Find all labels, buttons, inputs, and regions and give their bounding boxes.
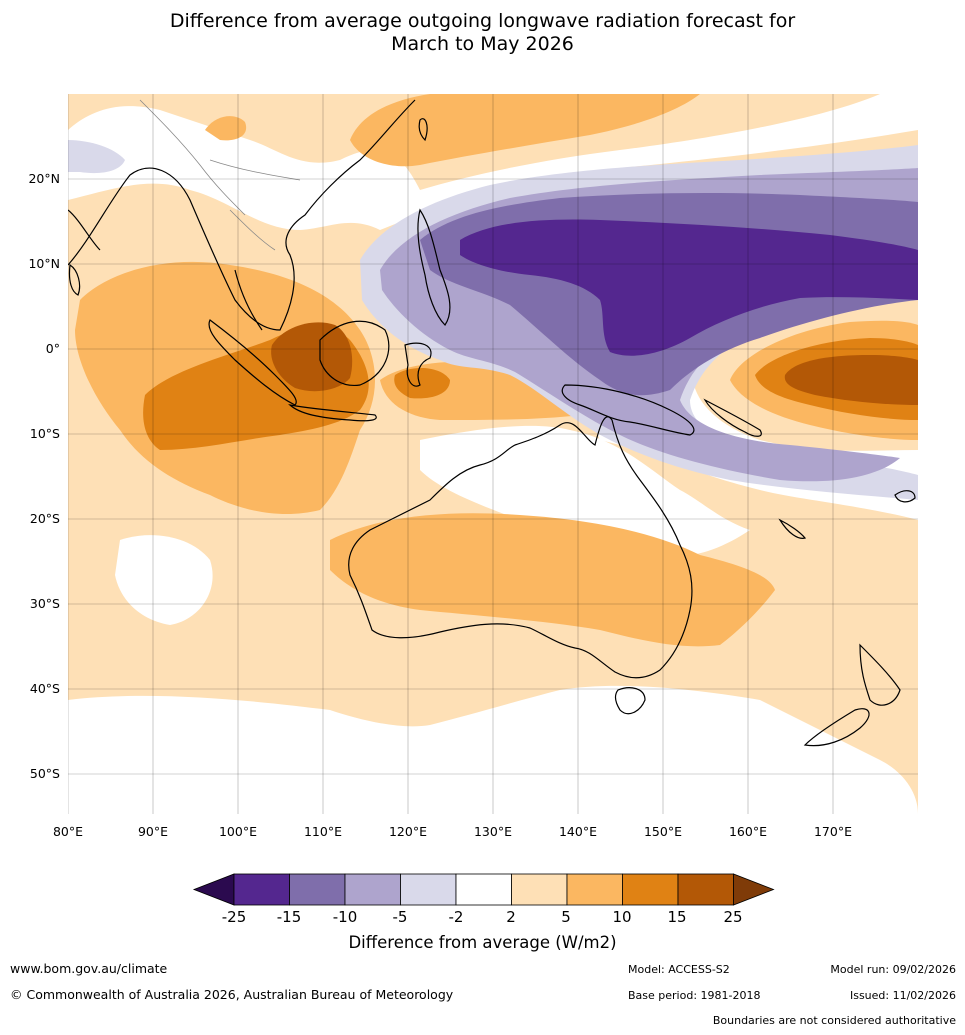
field-5-10-australia xyxy=(330,513,775,647)
near-average-south xyxy=(68,685,918,814)
graticule xyxy=(68,94,918,814)
malay-peninsula-coastline xyxy=(234,269,263,331)
sumatra-coastline xyxy=(208,319,297,406)
field-5-10-east-china xyxy=(350,94,700,167)
title-line-2: March to May 2026 xyxy=(391,33,574,55)
colorbar-tick-label: 10 xyxy=(612,908,632,926)
colorbar-swatch xyxy=(400,873,457,906)
india-coastline xyxy=(68,209,101,251)
colorbar-tick-label: -25 xyxy=(221,908,247,926)
new-zealand-north-coastline xyxy=(859,643,901,706)
fiji-coastline xyxy=(894,490,916,503)
near-average-northwest xyxy=(68,94,918,230)
colorbar-swatch xyxy=(455,873,512,906)
colorbar-tick-label: 2 xyxy=(506,908,516,926)
colorbar-extend-high xyxy=(733,873,775,906)
lon-label-110e: 110°E xyxy=(303,824,342,839)
new-guinea-coastline xyxy=(561,384,695,436)
colorbar-swatch xyxy=(233,873,290,906)
colorbar-tick-label: 15 xyxy=(667,908,687,926)
coastlines xyxy=(68,99,916,747)
lat-label-10s: 10°S xyxy=(29,426,60,441)
colorbar-title: Difference from average (W/m2) xyxy=(348,933,617,952)
website-link[interactable]: www.bom.gov.au/climate xyxy=(10,961,168,976)
lat-label-40s: 40°S xyxy=(29,681,60,696)
lon-label-120e: 120°E xyxy=(388,824,427,839)
lon-label-170e: 170°E xyxy=(813,824,852,839)
taiwan-coastline xyxy=(418,118,428,142)
lat-label-20s: 20°S xyxy=(29,511,60,526)
lat-label-20n: 20°N xyxy=(28,171,60,186)
tasmania-coastline xyxy=(614,687,646,715)
new-zealand-south-coastline xyxy=(803,708,870,747)
asia-mainland-coastline xyxy=(68,99,416,331)
lon-label-140e: 140°E xyxy=(558,824,597,839)
base-period: Base period: 1981-2018 xyxy=(628,989,761,1002)
near-average-north-australia xyxy=(420,425,750,557)
solomon-islands-coastline xyxy=(703,398,762,437)
field-neg15-neg25 xyxy=(460,219,918,356)
field-5-10-southchina xyxy=(205,116,247,141)
colorbar xyxy=(192,873,775,906)
lat-label-50s: 50°S xyxy=(29,766,60,781)
lat-label-30s: 30°S xyxy=(29,596,60,611)
issued-date: Issued: 11/02/2026 xyxy=(849,989,956,1002)
model-name: Model: ACCESS-S2 xyxy=(628,963,730,976)
sulawesi-coastline xyxy=(404,342,432,387)
lon-label-100e: 100°E xyxy=(218,824,257,839)
colorbar-tick-label: -10 xyxy=(332,908,358,926)
colorbar-tick-label: -15 xyxy=(276,908,302,926)
model-run-date: Model run: 09/02/2026 xyxy=(830,963,956,976)
colorbar-swatch xyxy=(677,873,734,906)
map-title: Difference from average outgoing longwav… xyxy=(0,10,965,56)
field-15-25-pacific xyxy=(784,355,918,405)
colorbar-swatch xyxy=(566,873,623,906)
near-average-southwest-patch xyxy=(115,535,213,625)
colorbar-swatch xyxy=(511,873,568,906)
colorbar-tick-label: -2 xyxy=(448,908,464,926)
philippines-coastline xyxy=(417,208,451,326)
colorbar-tick-label: -5 xyxy=(392,908,408,926)
borneo-coastline xyxy=(319,320,390,387)
colorbar-swatch xyxy=(344,873,401,906)
title-line-1: Difference from average outgoing longwav… xyxy=(169,10,796,32)
lon-label-150e: 150°E xyxy=(643,824,682,839)
lon-label-130e: 130°E xyxy=(473,824,512,839)
colorbar-swatch xyxy=(289,873,346,906)
colorbar-extend-low xyxy=(192,873,235,906)
boundaries-note: Boundaries are not considered authoritat… xyxy=(712,1014,956,1027)
colorbar-tick-label: 5 xyxy=(561,908,571,926)
lon-label-80e: 80°E xyxy=(52,824,84,839)
lon-label-90e: 90°E xyxy=(137,824,169,839)
lon-label-160e: 160°E xyxy=(728,824,767,839)
map-plot-area xyxy=(68,94,918,814)
java-coastline xyxy=(288,404,377,422)
field-neg2-neg5-west xyxy=(68,140,125,174)
field-15-25-sumatra xyxy=(271,322,353,392)
lat-label-10n: 10°N xyxy=(28,256,60,271)
colorbar-tick-label: 25 xyxy=(723,908,743,926)
australia-coastline xyxy=(348,416,693,679)
new-caledonia-coastline xyxy=(778,518,807,539)
colorbar-swatch xyxy=(622,873,679,906)
sri-lanka-coastline xyxy=(68,263,81,296)
lat-label-0: 0° xyxy=(45,341,60,356)
copyright-text: © Commonwealth of Australia 2026, Austra… xyxy=(10,987,454,1002)
country-borders xyxy=(139,99,301,251)
